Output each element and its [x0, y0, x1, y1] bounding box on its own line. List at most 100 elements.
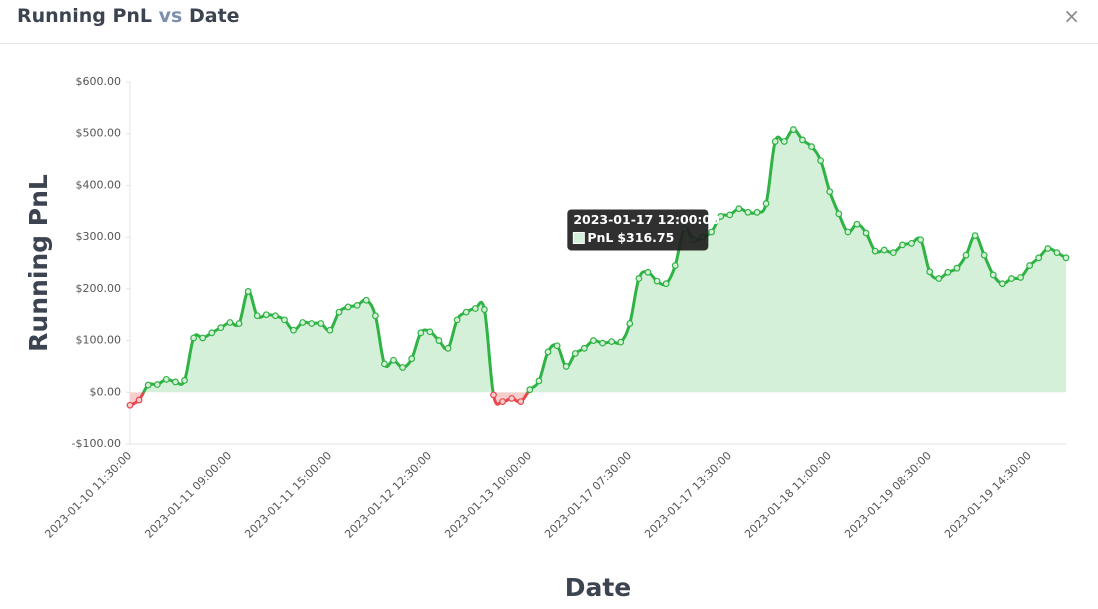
point	[308, 320, 316, 327]
point	[199, 334, 207, 342]
point	[535, 377, 543, 385]
point	[362, 296, 370, 304]
point	[144, 381, 152, 389]
x-tick-label: 2023-01-12 12:30:00	[342, 449, 434, 541]
point	[253, 312, 261, 320]
point	[1017, 274, 1024, 281]
point	[608, 338, 616, 346]
point	[226, 319, 234, 326]
point	[371, 312, 379, 320]
point	[871, 247, 879, 255]
point	[1053, 249, 1061, 257]
point	[544, 348, 552, 356]
x-tick-label: 2023-01-11 09:00:00	[142, 449, 234, 541]
point	[235, 320, 243, 327]
point	[998, 280, 1006, 288]
point	[753, 208, 761, 216]
tooltip-box	[567, 209, 709, 251]
point	[471, 305, 479, 312]
tooltip-value: $316.75	[617, 230, 674, 245]
point	[771, 138, 779, 145]
point	[435, 337, 443, 344]
point	[971, 232, 979, 239]
point	[762, 200, 770, 207]
point	[662, 280, 670, 288]
point	[417, 329, 425, 337]
point	[508, 395, 516, 402]
x-tick-label: 2023-01-17 07:30:00	[542, 449, 634, 541]
x-tick-label: 2023-01-19 08:30:00	[842, 449, 934, 541]
title-part: vs	[158, 5, 183, 27]
chart: Running PnL Date -$100.00 $0.00 $100.00 $20…	[24, 75, 1070, 602]
x-tick-label: 2023-01-13 10:00:00	[442, 449, 534, 541]
point	[944, 268, 952, 276]
x-tick-label: 2023-01-10 11:30:00	[42, 449, 134, 541]
point	[899, 241, 906, 249]
point	[162, 375, 170, 383]
x-tick-label: 2023-01-11 15:00:00	[242, 449, 334, 541]
point	[671, 262, 679, 269]
point	[1044, 245, 1052, 252]
point	[799, 136, 806, 144]
point	[953, 264, 961, 272]
x-axis-label: Date	[565, 573, 632, 602]
y-tick-label: $0.00	[90, 385, 122, 398]
point	[499, 398, 506, 405]
x-tick-label: 2023-01-19 14:30:00	[942, 449, 1034, 541]
y-tick-label: -$100.00	[72, 437, 121, 450]
point	[526, 386, 534, 394]
point	[889, 249, 897, 257]
tooltip-series: PnL	[587, 230, 613, 245]
point	[717, 213, 725, 220]
point	[626, 320, 634, 327]
point	[826, 188, 834, 196]
point	[208, 329, 216, 337]
point	[908, 239, 915, 247]
point	[1008, 275, 1015, 282]
point	[399, 364, 407, 371]
y-tick-label: $400.00	[76, 178, 122, 191]
point	[517, 398, 525, 405]
point	[271, 312, 279, 320]
point	[381, 360, 388, 368]
point	[181, 376, 188, 384]
y-tick-label: $500.00	[76, 127, 122, 140]
title-part: Date	[188, 5, 240, 27]
point	[744, 208, 752, 216]
point	[317, 320, 325, 327]
point	[299, 319, 307, 326]
point	[617, 338, 625, 346]
point	[326, 326, 334, 334]
point	[580, 344, 588, 352]
area	[130, 129, 1066, 406]
point	[653, 277, 661, 285]
point	[281, 316, 288, 324]
point	[408, 355, 416, 363]
point	[780, 138, 788, 145]
point	[562, 363, 570, 370]
point	[1062, 254, 1070, 262]
point	[835, 210, 843, 218]
point	[335, 308, 343, 316]
point	[726, 211, 734, 219]
point	[644, 268, 652, 276]
point	[453, 316, 461, 324]
x-tick-label: 2023-01-17 13:30:00	[642, 449, 734, 541]
title-part: Running PnL	[17, 5, 153, 27]
point	[853, 220, 861, 228]
point	[980, 251, 988, 259]
point	[789, 126, 797, 133]
point	[571, 350, 579, 357]
close-button[interactable]: ×	[1063, 4, 1080, 28]
y-tick-label: $300.00	[76, 230, 122, 243]
point	[190, 334, 198, 342]
point	[553, 342, 561, 350]
point	[426, 328, 434, 336]
point	[290, 326, 297, 334]
point	[390, 356, 397, 364]
point	[917, 236, 925, 244]
point	[1026, 262, 1034, 269]
point	[862, 229, 870, 237]
point	[844, 228, 852, 236]
